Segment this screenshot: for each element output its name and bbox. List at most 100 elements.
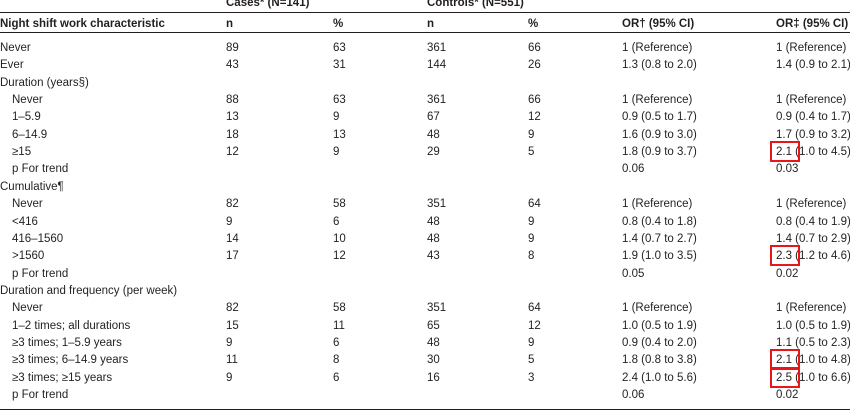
cases-n-cell: 15 (226, 319, 239, 332)
row-label: Never (12, 198, 43, 211)
cases-n-cell: 82 (226, 198, 239, 211)
or1-cell: 0.06 (622, 389, 645, 401)
row-label: Never (12, 302, 43, 315)
cases-pct-cell: 11 (333, 319, 345, 332)
row-label: Ever (0, 59, 24, 72)
cases-n-cell: 12 (226, 146, 239, 159)
or2-cell: 2.1 (1.0 to 4.5) (776, 146, 850, 159)
or2-cell: 1.4 (0.7 to 2.9) (776, 232, 850, 245)
controls-pct-cell: 9 (528, 128, 535, 141)
highlight-box (770, 349, 800, 371)
cases-n-cell: 9 (226, 336, 233, 349)
cases-n-cell: 13 (226, 111, 239, 124)
header-divider (0, 12, 850, 14)
or2-cell: 0.8 (0.4 to 1.9) (776, 215, 850, 228)
row-label: Never (0, 42, 31, 54)
row-label: Never (12, 94, 43, 107)
cases-n-cell: 18 (226, 128, 239, 141)
or1-cell: 1.3 (0.8 to 2.0) (622, 59, 697, 72)
controls-n-cell: 43 (427, 250, 440, 263)
controls-n-cell: 48 (427, 128, 440, 141)
or2-cell: 2.5 (1.0 to 6.6) (776, 371, 850, 384)
cases-pct-cell: 9 (333, 111, 340, 124)
cases-pct-cell: 58 (333, 302, 346, 315)
controls-n-cell: 144 (427, 59, 447, 72)
controls-pct-cell: 12 (528, 111, 541, 124)
or2-cell: 2.3 (1.2 to 4.6) (776, 250, 850, 263)
or1-cell: 0.06 (622, 163, 645, 176)
controls-pct-cell: 66 (528, 94, 541, 107)
cases-n-cell: 43 (226, 59, 239, 72)
cases-group-header: Cases* (N=141) (226, 0, 310, 9)
row-label: 1–5.9 (12, 111, 41, 124)
or1-cell: 1.8 (0.8 to 3.8) (622, 354, 697, 367)
cases-n-cell: 82 (226, 302, 239, 315)
controls-n-cell: 16 (427, 371, 440, 384)
controls-n-cell: 67 (427, 111, 440, 124)
or2-cell: 1 (Reference) (776, 42, 847, 54)
or2-cell: 1.0 (0.5 to 1.9) (776, 319, 850, 332)
cases-pct-cell: 12 (333, 250, 346, 263)
controls-n-cell: 48 (427, 336, 440, 349)
cases-n-cell: 11 (226, 354, 238, 367)
row-label: p For trend (12, 163, 69, 176)
or2-cell: 1 (Reference) (776, 94, 847, 107)
cases-n-cell: 89 (226, 42, 239, 54)
row-label: p For trend (12, 267, 69, 280)
row-label: Duration (years§) (0, 76, 89, 89)
controls-pct-cell: 26 (528, 59, 541, 72)
controls-n-cell: 351 (427, 302, 447, 315)
controls-pct-cell: 9 (528, 336, 535, 349)
cases-n-cell: 9 (226, 215, 233, 228)
or2-cell: 1 (Reference) (776, 302, 847, 315)
cases-pct-header: % (333, 18, 344, 30)
or1-cell: 1.8 (0.9 to 3.7) (622, 146, 697, 159)
controls-pct-cell: 3 (528, 371, 535, 384)
or1-cell: 0.05 (622, 267, 645, 280)
row-label: >1560 (12, 250, 45, 263)
or2-cell: 2.1 (1.0 to 4.8) (776, 354, 850, 367)
cases-pct-cell: 10 (333, 232, 346, 245)
highlight-box (770, 141, 800, 163)
cases-n-cell: 14 (226, 232, 239, 245)
or1-cell: 0.8 (0.4 to 1.8) (622, 215, 697, 228)
row-label: ≥3 times; 6–14.9 years (12, 354, 129, 367)
or2-cell: 0.02 (776, 389, 799, 401)
cases-pct-cell: 63 (333, 94, 346, 107)
cases-pct-cell: 6 (333, 371, 340, 384)
cases-n-header: n (226, 18, 234, 30)
cases-pct-cell: 6 (333, 215, 340, 228)
cases-pct-cell: 63 (333, 42, 346, 54)
row-label: ≥3 times; 1–5.9 years (12, 336, 122, 349)
or1-cell: 1.0 (0.5 to 1.9) (622, 319, 697, 332)
controls-group-header: Controls* (N=551) (427, 0, 524, 9)
row-label: <416 (12, 215, 38, 228)
row-label: 1–2 times; all durations (12, 319, 131, 332)
cases-pct-cell: 9 (333, 146, 340, 159)
cases-pct-cell: 58 (333, 198, 346, 211)
cases-group-underline (226, 12, 378, 13)
controls-n-header: n (427, 18, 435, 30)
top-rule (0, 32, 850, 33)
or1-cell: 1.9 (1.0 to 3.5) (622, 250, 697, 263)
controls-n-cell: 48 (427, 215, 440, 228)
or2-cell: 1 (Reference) (776, 198, 847, 211)
or1-cell: 1.4 (0.7 to 2.7) (622, 232, 697, 245)
controls-pct-cell: 9 (528, 232, 535, 245)
or1-cell: 1 (Reference) (622, 94, 693, 107)
or2-cell: 1.1 (0.5 to 2.3) (776, 336, 850, 349)
controls-pct-cell: 8 (528, 250, 535, 263)
or2-cell: 1.4 (0.9 to 2.1) (776, 59, 850, 72)
or1-cell: 1 (Reference) (622, 302, 693, 315)
or1-cell: 1 (Reference) (622, 42, 693, 54)
controls-pct-header: % (528, 18, 539, 30)
or1-cell: 1 (Reference) (622, 198, 693, 211)
controls-pct-cell: 64 (528, 198, 541, 211)
controls-pct-cell: 12 (528, 319, 541, 332)
cases-n-cell: 9 (226, 371, 233, 384)
or2-cell: 0.9 (0.4 to 1.7) (776, 111, 850, 124)
or2-cell: 1.7 (0.9 to 3.2) (776, 128, 850, 141)
cases-pct-cell: 31 (333, 59, 346, 72)
row-label: ≥3 times; ≥15 years (12, 371, 113, 384)
